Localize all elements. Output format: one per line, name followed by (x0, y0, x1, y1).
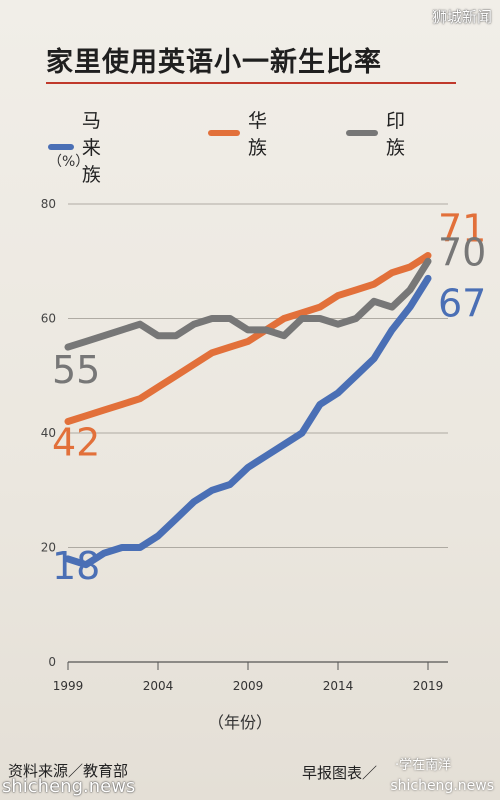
legend-item-chinese: 华族 (208, 106, 277, 160)
x-axis-label: （年份） (208, 713, 272, 732)
y-tick-label: 60 (41, 312, 56, 326)
legend-label-indian: 印族 (386, 110, 406, 159)
y-tick-label: 80 (41, 197, 56, 211)
watermark-bottom-right: shicheng.news (390, 778, 494, 794)
x-tick-label: 2014 (323, 679, 354, 693)
legend-swatch-chinese (208, 130, 241, 136)
y-tick-label: 40 (41, 426, 56, 440)
legend-item-malay: 马来族 (48, 106, 117, 187)
y-tick-label: 0 (48, 655, 56, 669)
end-value-label: 70 (438, 230, 486, 274)
end-value-label: 67 (438, 281, 486, 325)
watermark-bottom-left: shicheng.news (2, 776, 136, 797)
end-value-label: 71 (438, 207, 486, 251)
source-note: 资料来源／教育部 (8, 762, 129, 780)
title-underline (46, 82, 456, 84)
watermark-top-right: 狮城新闻 (431, 8, 492, 26)
start-value-label: 42 (52, 421, 100, 465)
legend-label-chinese: 华族 (248, 110, 268, 159)
series-line-2 (64, 257, 432, 351)
x-tick-label: 2004 (143, 679, 174, 693)
watermark-middle: ·学在南洋 (395, 758, 452, 773)
series-line-0 (64, 274, 432, 569)
start-value-label: 55 (52, 348, 100, 392)
chart-title: 家里使用英语小一新生比率 (46, 47, 382, 78)
line-chart: （%） 0 20 40 60 80 1999 2004 2009 2014 2019 （年份） 18 67… (41, 154, 487, 732)
graphic-credit: 早报图表／ (302, 764, 378, 782)
x-tick-label: 2019 (413, 679, 444, 693)
legend-swatch-indian (346, 130, 379, 136)
start-value-label: 18 (52, 544, 100, 588)
series-line-1 (64, 252, 432, 425)
legend-label-malay: 马来族 (81, 110, 101, 186)
x-tick-label: 1999 (53, 679, 84, 693)
legend-swatch-malay (48, 143, 74, 150)
y-tick-label: 20 (41, 541, 56, 555)
x-tick-label: 2009 (233, 679, 264, 693)
y-axis-label: （%） (48, 154, 89, 170)
legend-item-indian: 印族 (346, 106, 415, 160)
